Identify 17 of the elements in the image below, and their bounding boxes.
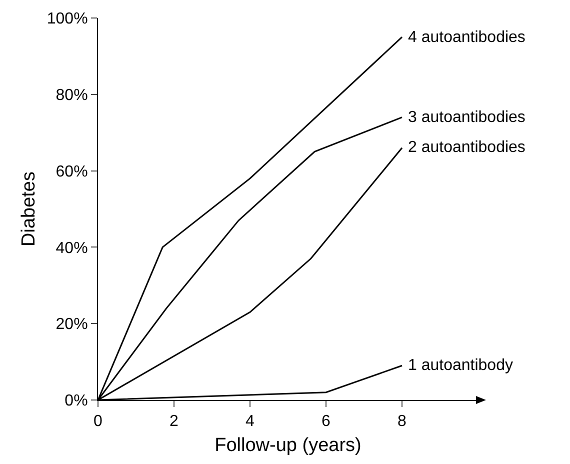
series-label: 4 autoantibodies: [408, 29, 526, 46]
x-tick-label: 0: [94, 413, 103, 430]
x-tick-label: 2: [170, 413, 179, 430]
x-axis-title: Follow-up (years): [214, 435, 362, 456]
y-tick-label: 60%: [56, 163, 88, 180]
x-tick-label: 8: [398, 413, 407, 430]
x-tick-label: 6: [322, 413, 331, 430]
series-label: 3 autoantibodies: [408, 109, 526, 126]
series-label: 2 autoantibodies: [408, 139, 526, 156]
y-tick-label: 40%: [56, 240, 88, 257]
y-tick-label: 100%: [46, 10, 88, 28]
y-tick-label: 80%: [56, 87, 88, 104]
x-tick-label: 4: [246, 413, 255, 430]
y-axis-title: Diabetes: [18, 172, 40, 246]
y-tick-label: 20%: [56, 316, 88, 334]
y-tick-label: 0%: [64, 392, 88, 410]
series-label: 1 autoantibody: [408, 357, 513, 374]
